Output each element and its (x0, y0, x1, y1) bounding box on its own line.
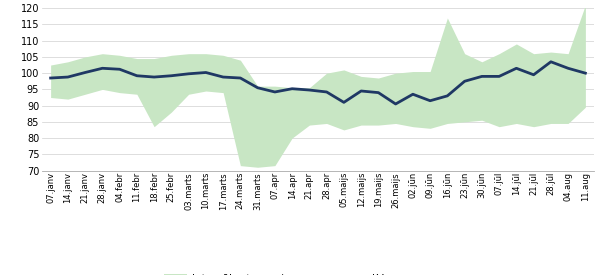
Legend: Intervāls starp min un max, LV: Intervāls starp min un max, LV (160, 270, 388, 275)
